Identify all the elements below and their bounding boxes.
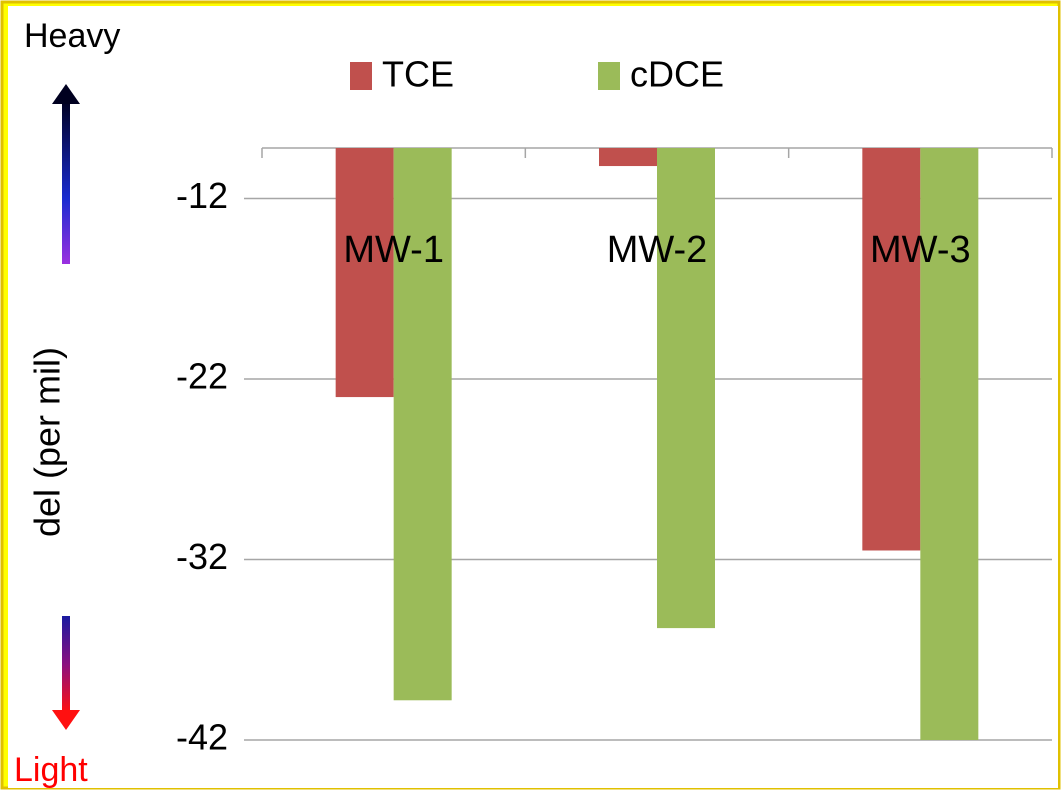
bar <box>599 148 657 167</box>
arrow-down-head <box>52 710 80 730</box>
legend-label: TCE <box>382 54 454 95</box>
arrow-up <box>62 100 70 264</box>
x-tick-label: MW-3 <box>870 229 971 271</box>
y-tick-label: -32 <box>176 536 228 577</box>
bar <box>393 148 452 701</box>
y-tick-label: -12 <box>176 175 228 216</box>
x-tick-label: MW-1 <box>343 229 444 271</box>
bar <box>862 148 921 551</box>
legend-swatch <box>350 62 372 90</box>
bar <box>335 148 394 398</box>
y-axis-label: del (per mil) <box>27 347 68 537</box>
arrow-up-head <box>52 84 80 104</box>
x-tick-label: MW-2 <box>607 229 708 271</box>
annotation: Light <box>14 751 88 789</box>
y-tick-label: -22 <box>176 356 228 397</box>
annotation: Heavy <box>24 17 120 55</box>
bar <box>657 148 715 629</box>
bar <box>920 148 979 740</box>
arrow-down <box>62 616 70 712</box>
legend-label: cDCE <box>630 54 724 95</box>
legend-swatch <box>598 62 620 90</box>
y-tick-label: -42 <box>176 717 228 758</box>
